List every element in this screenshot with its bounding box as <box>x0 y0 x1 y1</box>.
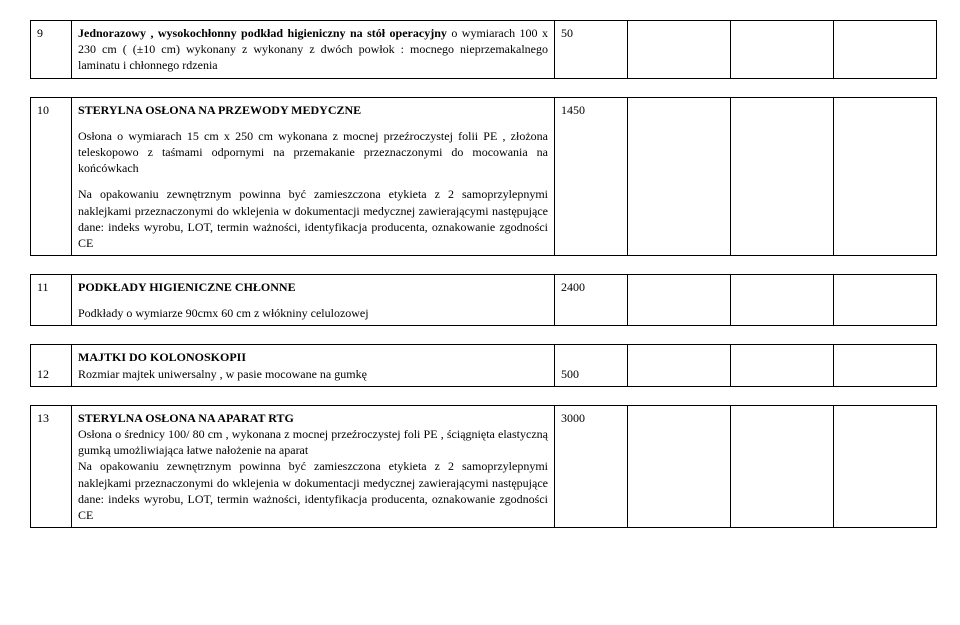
row-empty-1 <box>628 345 731 386</box>
row-description: PODKŁADY HIGIENICZNE CHŁONNE Podkłady o … <box>72 275 555 326</box>
row-description: STERYLNA OSŁONA NA APARAT RTG Osłona o ś… <box>72 405 555 527</box>
row-qty: 1450 <box>555 97 628 256</box>
row-para-2: Na opakowaniu zewnętrznym powinna być za… <box>78 458 548 523</box>
row-qty: 3000 <box>555 405 628 527</box>
row-empty-1 <box>628 405 731 527</box>
table-row-13: 13 STERYLNA OSŁONA NA APARAT RTG Osłona … <box>30 405 937 528</box>
row-para-1: Osłona o wymiarach 15 cm x 250 cm wykona… <box>78 128 548 177</box>
row-description: MAJTKI DO KOLONOSKOPII Rozmiar majtek un… <box>72 345 555 386</box>
row-number: 12 <box>31 345 72 386</box>
row-description: Jednorazowy , wysokochłonny podkład higi… <box>72 21 555 79</box>
row-qty: 2400 <box>555 275 628 326</box>
row-number: 9 <box>31 21 72 79</box>
row-empty-3 <box>834 405 937 527</box>
row-qty: 500 <box>555 345 628 386</box>
table-row-9: 9 Jednorazowy , wysokochłonny podkład hi… <box>30 20 937 79</box>
row-empty-3 <box>834 345 937 386</box>
row-empty-2 <box>731 97 834 256</box>
table-row-12: 12 MAJTKI DO KOLONOSKOPII Rozmiar majtek… <box>30 344 937 386</box>
row-empty-3 <box>834 275 937 326</box>
row-para-1: Osłona o średnicy 100/ 80 cm , wykonana … <box>78 426 548 458</box>
row-title: MAJTKI DO KOLONOSKOPII <box>78 350 246 364</box>
row-para-1: Podkłady o wymiarze 90cmx 60 cm z włókni… <box>78 305 548 321</box>
row-empty-1 <box>628 275 731 326</box>
row-description: STERYLNA OSŁONA NA PRZEWODY MEDYCZNE Osł… <box>72 97 555 256</box>
row-para-1: Rozmiar majtek uniwersalny , w pasie moc… <box>78 366 548 382</box>
row-qty: 50 <box>555 21 628 79</box>
row-empty-1 <box>628 21 731 79</box>
table-row-11: 11 PODKŁADY HIGIENICZNE CHŁONNE Podkłady… <box>30 274 937 326</box>
row-number: 10 <box>31 97 72 256</box>
row-empty-3 <box>834 97 937 256</box>
row-empty-3 <box>834 21 937 79</box>
table-row-10: 10 STERYLNA OSŁONA NA PRZEWODY MEDYCZNE … <box>30 97 937 257</box>
row-number: 11 <box>31 275 72 326</box>
row-title: Jednorazowy , wysokochłonny podkład higi… <box>78 26 447 40</box>
row-title: STERYLNA OSŁONA NA PRZEWODY MEDYCZNE <box>78 103 361 117</box>
row-number: 13 <box>31 405 72 527</box>
row-para-2: Na opakowaniu zewnętrznym powinna być za… <box>78 186 548 251</box>
row-empty-2 <box>731 345 834 386</box>
row-empty-1 <box>628 97 731 256</box>
row-title: PODKŁADY HIGIENICZNE CHŁONNE <box>78 280 296 294</box>
row-empty-2 <box>731 21 834 79</box>
row-empty-2 <box>731 275 834 326</box>
row-empty-2 <box>731 405 834 527</box>
row-title: STERYLNA OSŁONA NA APARAT RTG <box>78 411 294 425</box>
